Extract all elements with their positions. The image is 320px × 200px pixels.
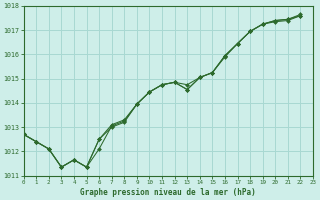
X-axis label: Graphe pression niveau de la mer (hPa): Graphe pression niveau de la mer (hPa) bbox=[80, 188, 256, 197]
